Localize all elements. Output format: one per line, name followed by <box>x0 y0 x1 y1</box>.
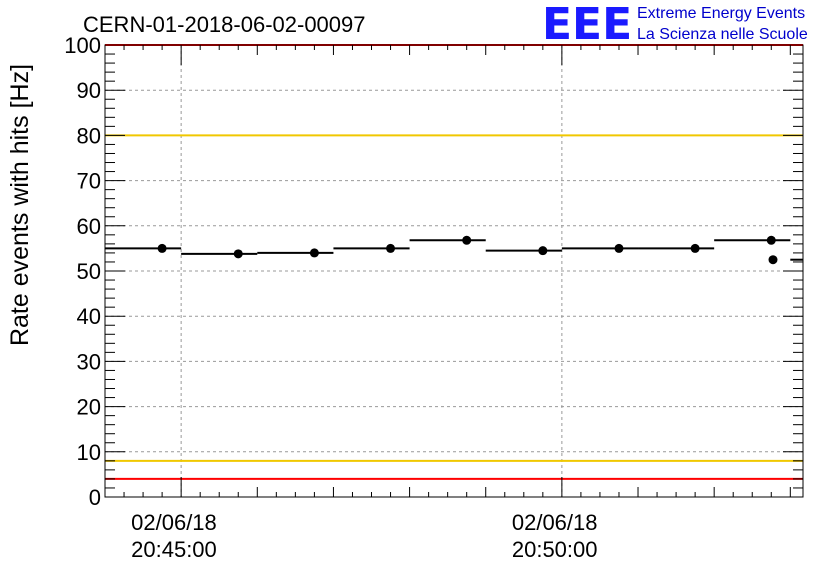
x-tick-date-label: 02/06/18 <box>512 510 598 535</box>
y-tick-labels: 0 10 20 30 40 50 60 70 80 90 100 <box>64 33 101 510</box>
x-tick-time-label: 20:50:00 <box>512 537 598 562</box>
logo-mark: EEE <box>542 0 632 50</box>
y-tick-label: 90 <box>77 78 101 103</box>
y-tick-label: 10 <box>77 440 101 465</box>
data-point <box>690 243 700 253</box>
y-tick-label: 70 <box>77 169 101 194</box>
y-tick-label: 40 <box>77 304 101 329</box>
data-point <box>538 246 548 256</box>
axis-ticks <box>105 44 803 498</box>
y-tick-label: 0 <box>89 485 101 510</box>
y-tick-label: 60 <box>77 214 101 239</box>
data-point <box>157 243 167 253</box>
logo-line-1: Extreme Energy Events <box>637 5 805 22</box>
reference-lines <box>105 44 803 480</box>
y-tick-label: 100 <box>64 33 101 58</box>
data-point <box>462 235 472 245</box>
y-axis-label: Rate events with hits [Hz] <box>6 64 34 346</box>
data-marks <box>105 235 803 265</box>
chart-title: CERN-01-2018-06-02-00097 <box>83 12 366 37</box>
data-point <box>766 235 776 245</box>
y-tick-label: 20 <box>77 395 101 420</box>
y-tick-label: 30 <box>77 349 101 374</box>
data-point <box>309 248 319 258</box>
y-tick-label: 80 <box>77 123 101 148</box>
data-point <box>768 255 778 265</box>
data-point <box>386 243 396 253</box>
logo-line-2: La Scienza nelle Scuole <box>637 26 808 43</box>
data-point <box>233 249 243 259</box>
grid-layer <box>105 45 803 497</box>
data-point <box>614 243 624 253</box>
y-tick-label: 50 <box>77 259 101 284</box>
eee-logo: EEE Extreme Energy Events La Scienza nel… <box>542 0 808 50</box>
x-tick-date-label: 02/06/18 <box>131 510 217 535</box>
x-tick-time-label: 20:45:00 <box>131 537 217 562</box>
